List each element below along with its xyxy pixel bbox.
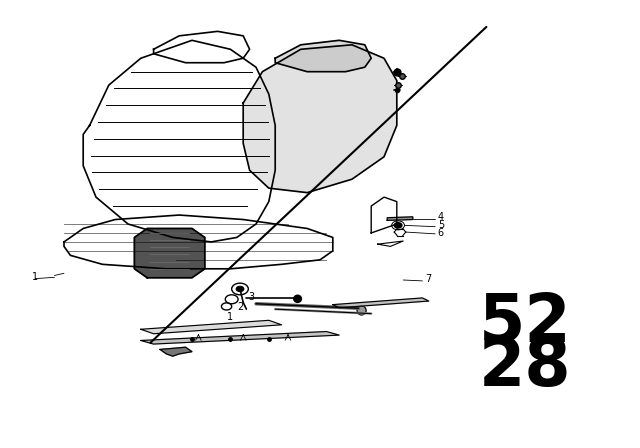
Polygon shape [275,40,371,72]
Text: 7: 7 [425,274,431,284]
Text: 1: 1 [32,272,38,282]
Polygon shape [160,347,192,356]
Text: 6: 6 [438,228,444,237]
Text: 2: 2 [237,302,243,312]
Ellipse shape [294,295,301,302]
Text: 3: 3 [248,292,255,302]
Circle shape [236,286,244,292]
Text: 4: 4 [438,211,444,221]
Polygon shape [134,228,205,278]
Text: 5: 5 [438,220,444,229]
Text: 1: 1 [227,312,234,322]
Polygon shape [243,45,397,193]
Text: 52: 52 [479,289,571,356]
Polygon shape [141,320,282,334]
Polygon shape [387,217,413,220]
Polygon shape [333,298,429,308]
Ellipse shape [357,306,366,315]
Circle shape [394,223,402,228]
Text: 28: 28 [479,334,571,401]
Polygon shape [141,332,339,344]
